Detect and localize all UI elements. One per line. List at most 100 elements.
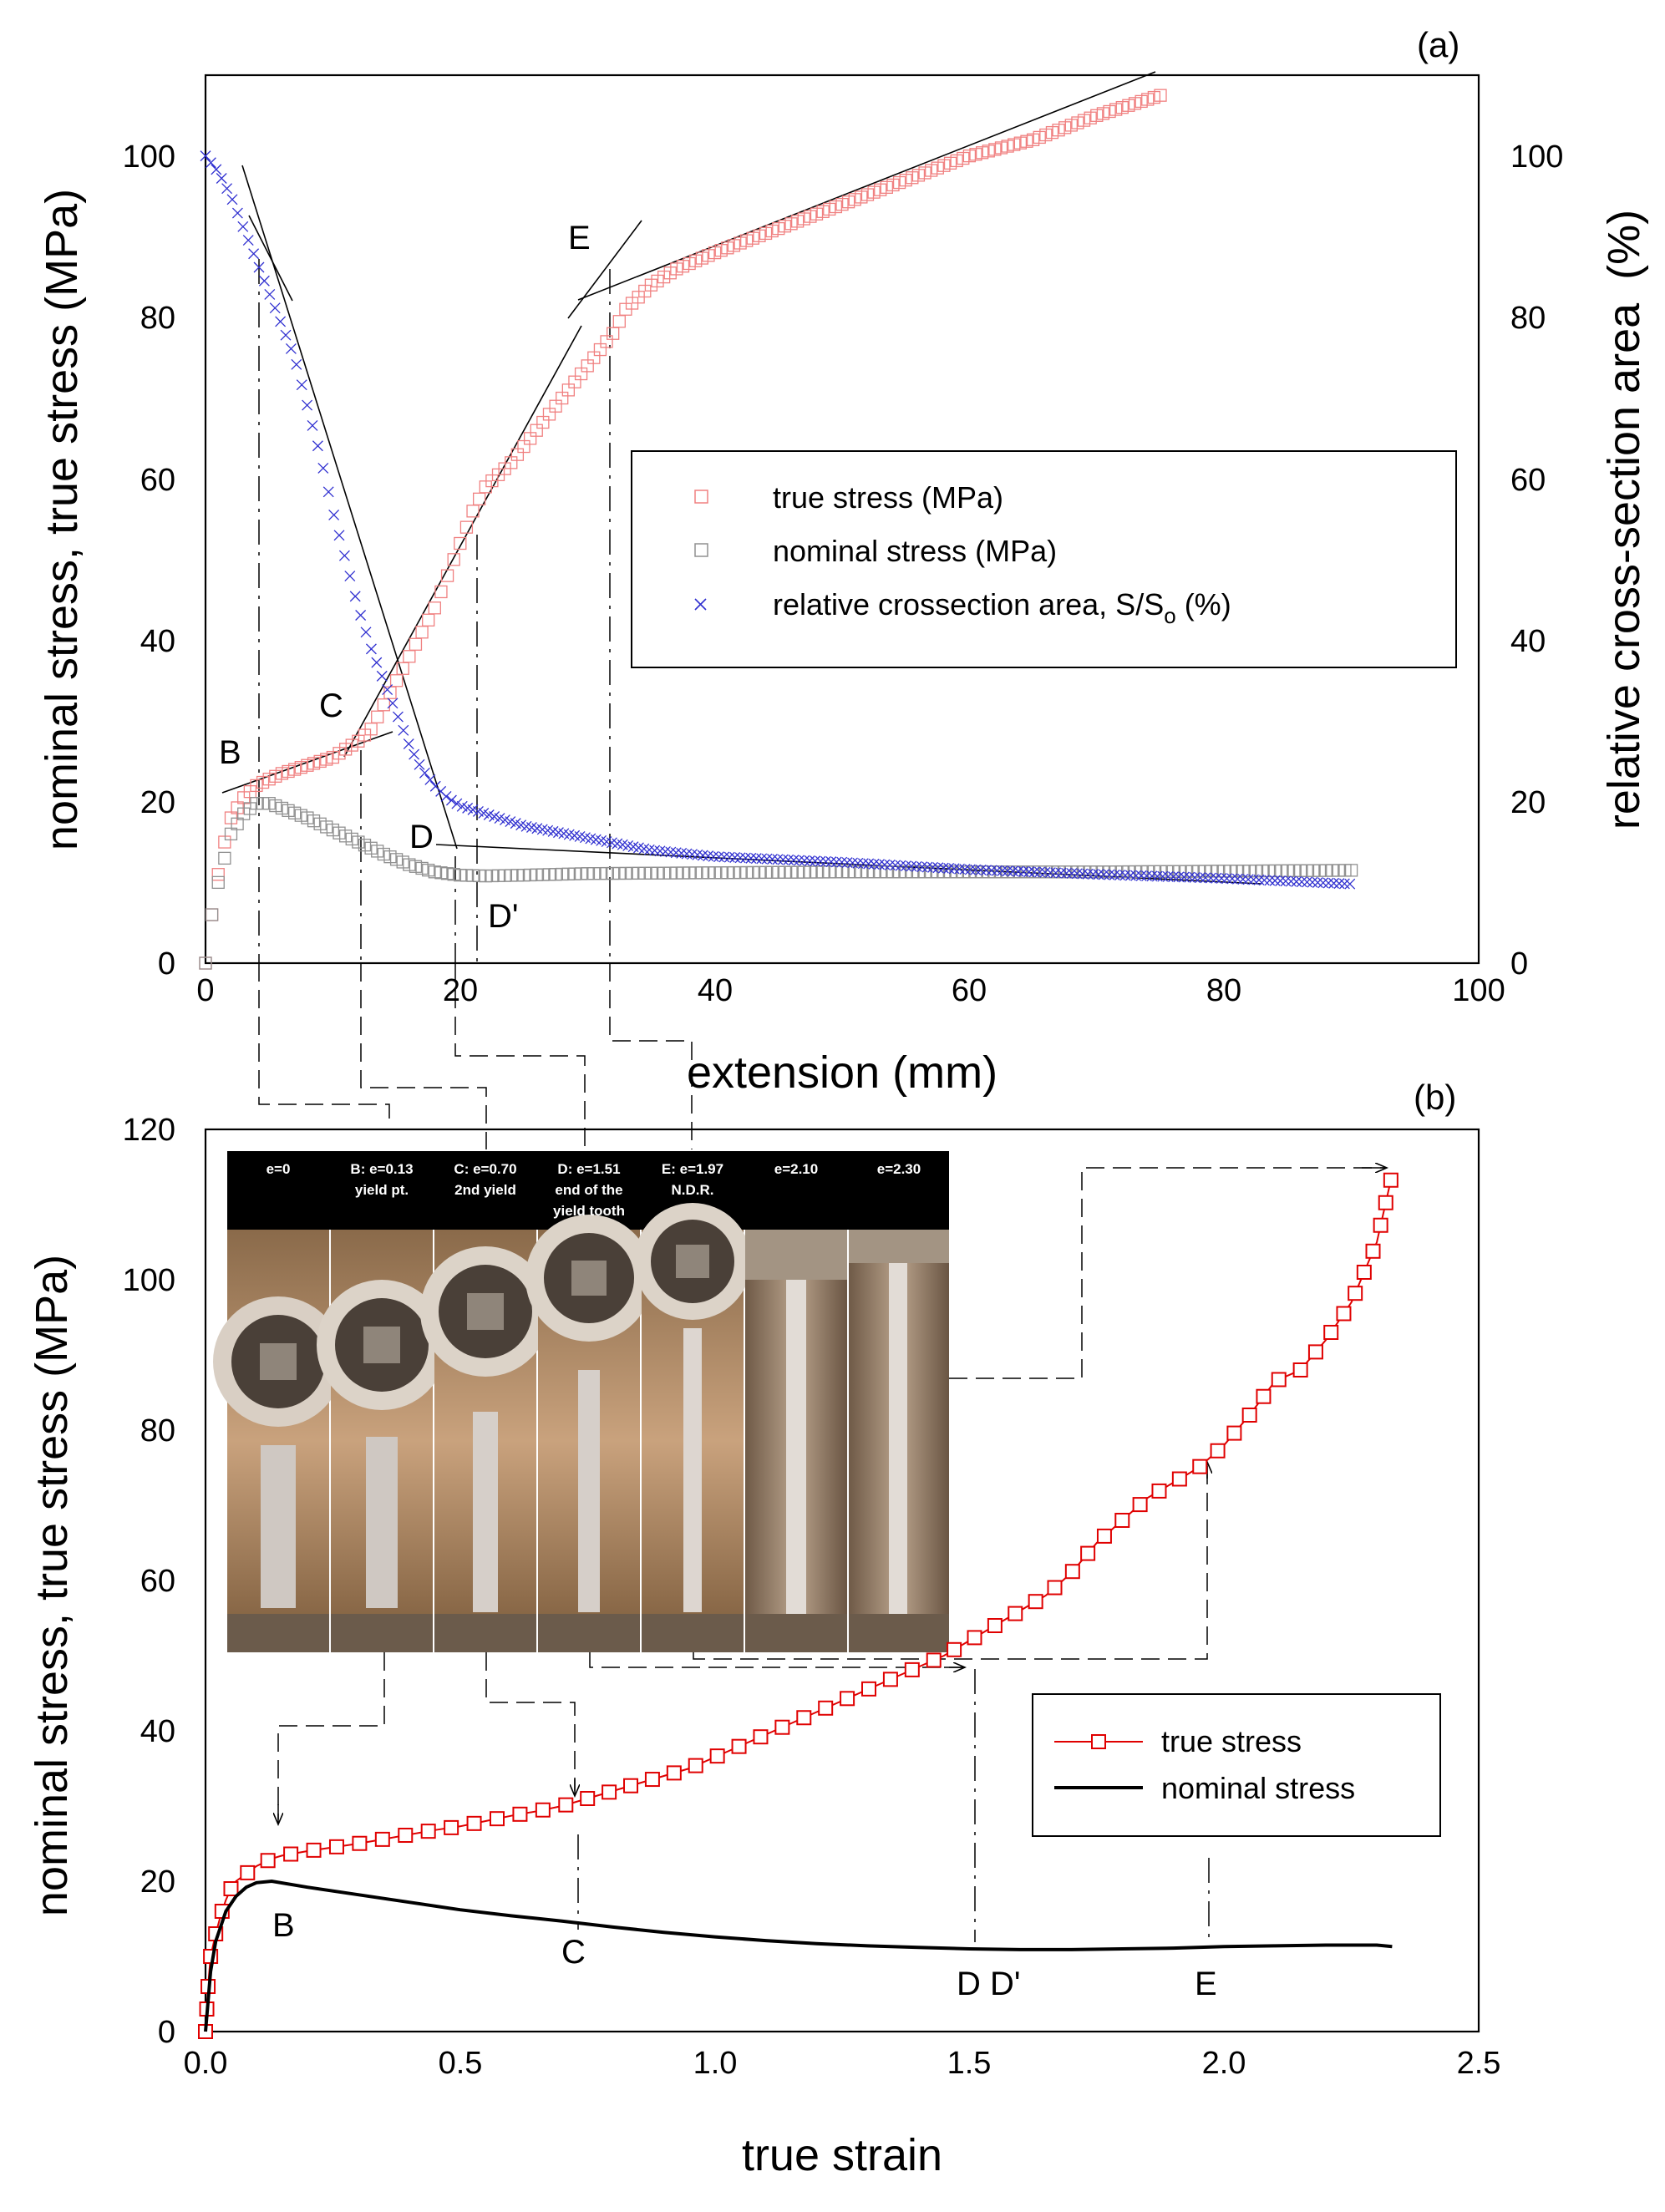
- panel-b-y-title: nominal stress, true stress (MPa): [27, 1255, 77, 1916]
- photo-tile: [317, 1230, 447, 1652]
- data-point-true-stress: [1256, 1388, 1272, 1404]
- panel-a: (a) 0 20 40 60 80 100 0 20 40 60 80 100 …: [37, 25, 1649, 1149]
- panel-a-y-tick: 80: [140, 301, 175, 336]
- data-point-true-stress: [1080, 1545, 1096, 1561]
- panel-a-y-right-tick: 20: [1510, 785, 1546, 820]
- guide-line: [609, 963, 693, 1149]
- data-point-true-stress: [1241, 1408, 1257, 1423]
- data-point-true-stress: [818, 1700, 834, 1716]
- data-point-true-stress: [444, 1819, 459, 1835]
- data-point-area: [1141, 870, 1152, 882]
- data-point-area: [654, 845, 666, 857]
- guide-line: [454, 963, 586, 1149]
- data-point-area: [1269, 875, 1281, 886]
- data-point-area: [226, 194, 238, 205]
- data-point-area: [692, 849, 703, 860]
- point-label-d-dprime: D D': [957, 1966, 1021, 2002]
- panel-b-y-tick: 80: [140, 1413, 175, 1448]
- data-point-area: [1013, 865, 1024, 877]
- photo-caption: end of the: [555, 1182, 622, 1198]
- data-point-area: [398, 724, 409, 736]
- data-point-area: [419, 767, 430, 779]
- data-point-area: [1338, 878, 1350, 890]
- data-point-area: [857, 858, 869, 870]
- data-point-true-stress: [1348, 1286, 1363, 1301]
- data-point-area: [708, 850, 719, 862]
- data-point-area: [296, 379, 307, 391]
- photo-tile: [525, 1215, 652, 1652]
- data-point-area: [1088, 869, 1099, 880]
- panel-b-plot-frame: [204, 1128, 1480, 2033]
- data-point-area: [1195, 872, 1206, 884]
- data-point-area: [783, 854, 794, 865]
- data-point-area: [729, 852, 741, 863]
- data-point-true-stress: [1132, 1497, 1148, 1513]
- data-point-area: [649, 845, 661, 856]
- data-point-area: [997, 865, 1008, 876]
- data-point-true-stress: [434, 585, 448, 599]
- data-point-area: [1109, 869, 1120, 880]
- point-label-d-prime: D': [488, 898, 519, 935]
- data-point-true-stress: [709, 1748, 725, 1764]
- legend-marker-square: [694, 490, 708, 504]
- data-point-area: [841, 857, 853, 869]
- panel-a-legend: true stress (MPa) nominal stress (MPa) r…: [631, 450, 1457, 668]
- data-point-area: [1082, 868, 1094, 880]
- data-point-true-stress: [1271, 1372, 1287, 1388]
- data-point-area: [986, 865, 997, 876]
- panel-a-guide-lines: [258, 259, 693, 1149]
- data-point-area: [868, 858, 880, 870]
- guide-line: [485, 1652, 576, 1791]
- panel-a-y-right-tick: 60: [1510, 463, 1546, 498]
- data-point-area: [1216, 872, 1227, 884]
- data-point-area: [1344, 878, 1356, 890]
- data-point-area: [1008, 865, 1018, 877]
- photo-caption: E: e=1.97: [662, 1161, 723, 1177]
- data-point-area: [643, 844, 655, 855]
- data-point-area: [772, 854, 784, 865]
- data-point-area: [895, 860, 906, 871]
- data-point-area: [1189, 871, 1201, 883]
- point-label-c: C: [319, 687, 343, 724]
- panel-b-legend: true stress nominal stress: [1032, 1693, 1441, 1837]
- data-point-true-stress: [459, 520, 474, 534]
- data-point-area: [1258, 875, 1270, 886]
- data-point-area: [1093, 869, 1104, 880]
- panel-b: (b) 0.0 0.5 1.0 1.5 2.0 2.5 0 20 40 60 8…: [27, 1078, 1500, 2180]
- legend-label-nominal-stress: nominal stress: [1161, 1771, 1355, 1805]
- tangent-line: [567, 220, 642, 319]
- data-point-true-stress: [967, 1630, 982, 1646]
- data-point-area: [1055, 867, 1067, 879]
- tangent-line: [248, 215, 293, 302]
- data-point-area: [756, 853, 768, 865]
- data-point-true-stress: [1383, 1172, 1398, 1188]
- legend-label-relative-area: relative crossection area, S/So (%): [773, 587, 1231, 628]
- data-point-true-stress: [1192, 1459, 1208, 1474]
- data-point-true-stress: [377, 698, 391, 712]
- data-point-area: [317, 462, 329, 474]
- data-point-area: [258, 275, 270, 287]
- data-point-true-stress: [352, 1835, 368, 1851]
- panel-a-x-title: extension (mm): [687, 1048, 997, 1098]
- photo-tile: [745, 1230, 847, 1652]
- data-point-area: [376, 670, 388, 682]
- panel-a-x-tick: 0: [196, 973, 214, 1008]
- data-point-area: [815, 855, 826, 867]
- data-point-area: [1253, 874, 1265, 885]
- data-point-true-stress: [623, 1778, 639, 1793]
- panel-b-x-tick: 1.5: [947, 2046, 992, 2081]
- point-label-d: D: [409, 819, 434, 855]
- data-point-area: [830, 856, 842, 868]
- data-point-area: [1322, 877, 1334, 889]
- data-point-true-stress: [1365, 1243, 1381, 1259]
- data-point-area: [1328, 877, 1340, 889]
- data-point-area: [322, 486, 334, 498]
- data-point-true-stress: [1356, 1265, 1372, 1280]
- data-point-true-stress: [1336, 1306, 1352, 1322]
- data-point-true-stress: [1008, 1606, 1023, 1621]
- photo-caption: e=0: [267, 1161, 291, 1177]
- panel-a-y-right-title: relative cross-section area(%): [1599, 210, 1649, 830]
- data-point-area: [874, 859, 885, 870]
- data-point-area: [275, 316, 287, 327]
- data-point-true-stress: [415, 626, 429, 639]
